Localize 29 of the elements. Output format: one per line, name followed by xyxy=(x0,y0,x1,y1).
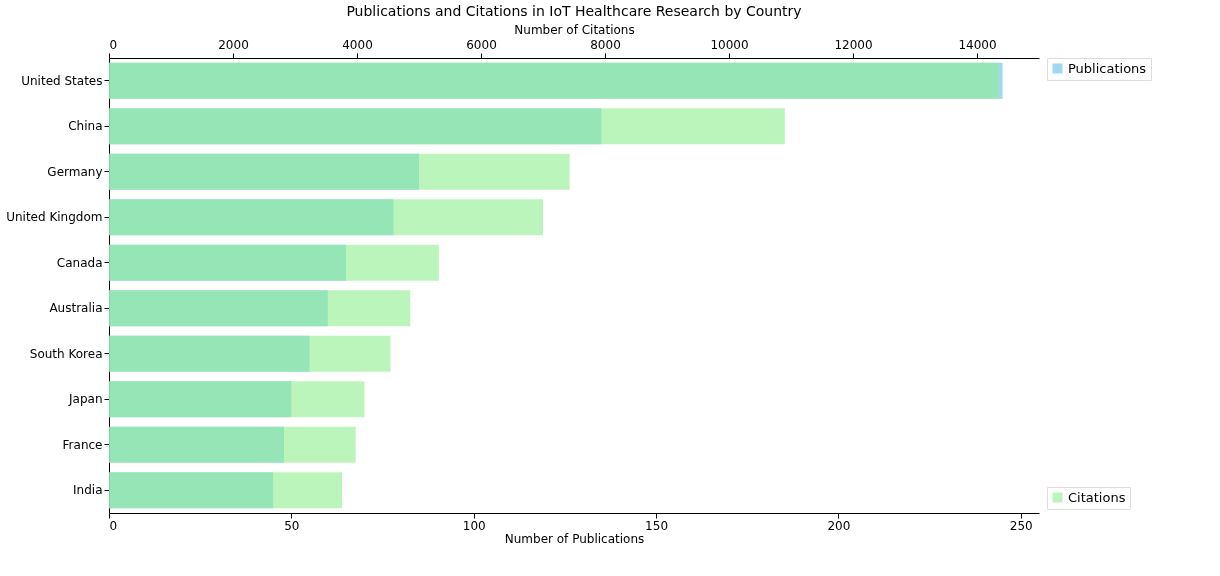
legend-label: Citations xyxy=(1068,489,1126,505)
y-tick-label: France xyxy=(62,437,103,452)
x-tick-label: 0 xyxy=(109,518,118,533)
x2-tick-label: 12000 xyxy=(834,37,873,52)
y-tick-label: United States xyxy=(21,73,103,88)
x2-axis-title: Number of Citations xyxy=(514,22,635,37)
y-tick-label: Australia xyxy=(49,301,103,316)
x-tick-label: 200 xyxy=(827,518,851,533)
y-tick-label: Canada xyxy=(56,255,103,270)
x-tick-label: 50 xyxy=(284,518,300,533)
chart-title: Publications and Citations in IoT Healthcare Research by Country xyxy=(346,3,802,19)
y-tick-label: China xyxy=(68,119,103,134)
y-tick-label: India xyxy=(73,483,103,498)
x2-tick-label: 4000 xyxy=(342,37,373,52)
x2-tick-label: 10000 xyxy=(710,37,749,52)
y-tick-label: Japan xyxy=(68,392,103,407)
y-tick-label: South Korea xyxy=(29,346,103,361)
x2-tick-label: 2000 xyxy=(218,37,249,52)
x2-tick-label: 0 xyxy=(109,37,118,52)
y-tick-label: United Kingdom xyxy=(6,210,103,225)
x-tick-label: 250 xyxy=(1009,518,1033,533)
x-tick-label: 150 xyxy=(645,518,669,533)
legend-label: Publications xyxy=(1068,60,1147,76)
x-tick-label: 100 xyxy=(462,518,486,533)
y-tick-label: Germany xyxy=(47,164,103,179)
x2-tick-label: 14000 xyxy=(958,37,997,52)
x2-tick-label: 8000 xyxy=(590,37,621,52)
x-axis-title: Number of Publications xyxy=(504,531,645,546)
x2-tick-label: 6000 xyxy=(466,37,497,52)
